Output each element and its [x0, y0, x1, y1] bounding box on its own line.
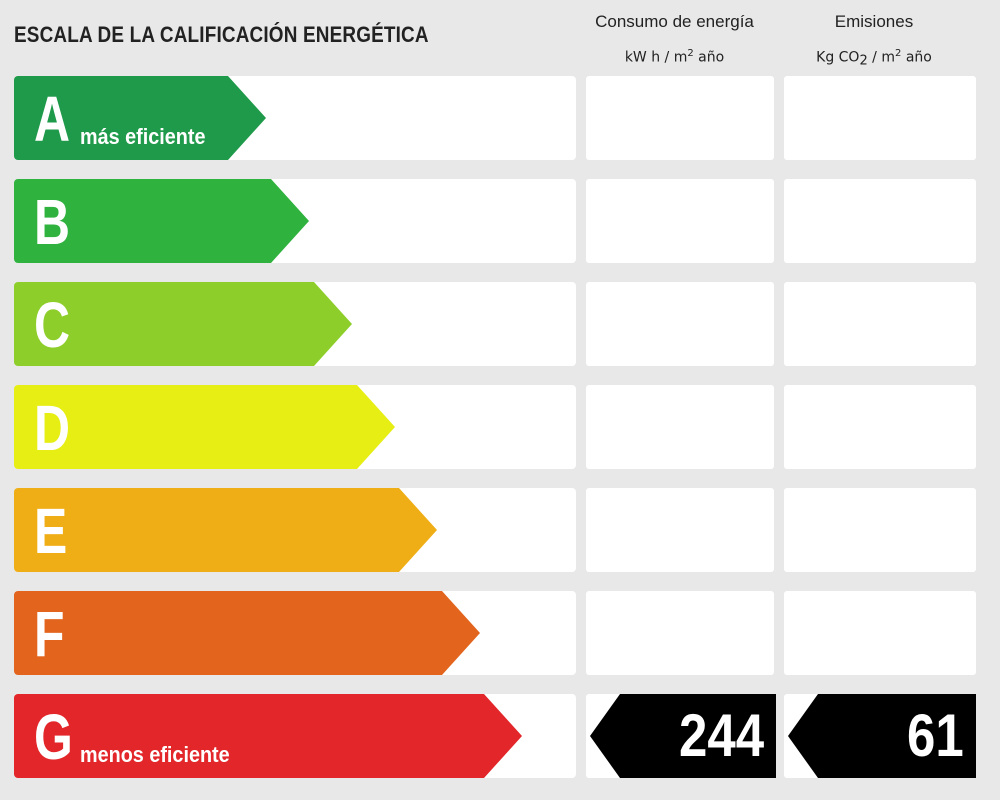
emissions-column-header: Emisiones Kg CO2 / m2 año — [776, 12, 972, 72]
energy-value-cell — [586, 76, 774, 160]
rating-letter: A — [34, 83, 71, 155]
energy-value-cell — [586, 179, 774, 263]
energy-value: 244 — [678, 702, 764, 769]
rating-letter: F — [34, 598, 65, 670]
emissions-column-unit: Kg CO2 / m2 año — [816, 48, 932, 69]
rating-row-d: D — [14, 385, 976, 469]
emissions-value: 61 — [907, 702, 964, 769]
energy-value-cell — [586, 488, 774, 572]
energy-column-unit: kW h / m2 año — [624, 48, 725, 66]
rating-bar-cell: B — [14, 179, 576, 263]
rating-bar-cell: E — [14, 488, 576, 572]
rating-letter: E — [34, 495, 68, 567]
rating-bar-cell: C — [14, 282, 576, 366]
rating-bar-cell: F — [14, 591, 576, 675]
rating-letter: B — [34, 186, 71, 258]
rating-letter: G — [34, 701, 73, 773]
rating-row-f: F — [14, 591, 976, 675]
emissions-value-cell — [784, 76, 976, 160]
emissions-value-cell — [784, 591, 976, 675]
emissions-column-label: Emisiones — [834, 12, 914, 31]
rating-row-e: E — [14, 488, 976, 572]
emissions-value-cell — [784, 488, 976, 572]
rating-bar-cell: D — [14, 385, 576, 469]
emissions-value-cell — [784, 385, 976, 469]
rating-description: menos eficiente — [80, 742, 230, 767]
rating-arrow-b: B — [14, 179, 309, 263]
energy-column-label: Consumo de energía — [595, 12, 754, 31]
rating-letter: C — [34, 289, 71, 361]
rating-description: más eficiente — [80, 124, 206, 149]
rating-arrow-d: D — [14, 385, 395, 469]
rating-row-c: C — [14, 282, 976, 366]
rating-letter: D — [34, 392, 71, 464]
emissions-value-cell — [784, 179, 976, 263]
emissions-value-badge: 61 — [788, 694, 976, 778]
energy-value-cell — [586, 282, 774, 366]
energy-column-header: Consumo de energía kW h / m2 año — [572, 12, 777, 68]
rating-arrow-f: F — [14, 591, 480, 675]
rating-row-b: B — [14, 179, 976, 263]
page-title: ESCALA DE LA CALIFICACIÓN ENERGÉTICA — [14, 22, 429, 47]
energy-value-cell — [586, 385, 774, 469]
emissions-value-cell — [784, 282, 976, 366]
energy-value-badge: 244 — [590, 694, 776, 778]
rating-arrow-c: C — [14, 282, 352, 366]
rating-arrow-e: E — [14, 488, 437, 572]
energy-value-cell — [586, 591, 774, 675]
